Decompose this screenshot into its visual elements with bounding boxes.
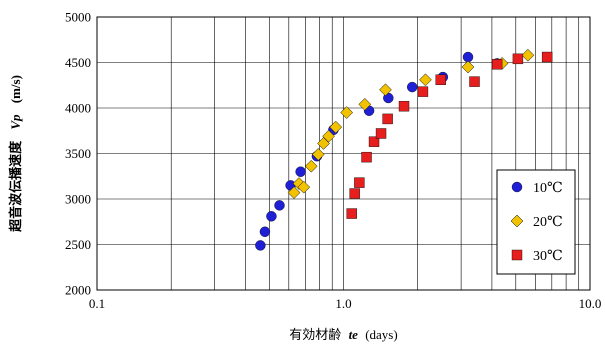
data-point [512,53,524,65]
data-point [382,113,393,125]
data-point [349,188,360,199]
legend-marker [510,214,524,228]
y-tick-label: 5000 [65,10,91,25]
data-points [255,48,553,251]
data-point [541,51,553,63]
data-point [297,180,311,194]
data-point [274,200,285,211]
data-point [259,226,271,237]
y-tick-label: 2500 [65,237,91,252]
legend-marker [511,181,523,193]
data-point [462,51,474,63]
series-2 [287,48,535,199]
series-1 [255,51,503,251]
legend: 10℃ 20℃ 30℃ [496,169,576,275]
x-tick-label: 0.1 [89,296,105,311]
legend-box [496,169,576,275]
x-tick-labels: 0.1 1.0 10.0 [89,296,602,311]
data-point [295,166,306,177]
data-point [375,128,387,139]
y-tick-label: 4000 [65,101,91,116]
x-axis-label-prefix: 有効材齢 [289,327,341,342]
data-point [361,151,372,163]
y-tick-label: 2000 [65,283,91,298]
y-tick-label: 3500 [65,146,91,161]
data-point [398,100,410,112]
data-point [419,73,432,87]
data-point [304,159,318,173]
data-point [354,177,365,188]
data-point [521,48,535,62]
data-point [340,106,354,119]
x-axis-label-unit: (days) [365,327,398,342]
series-3 [346,51,553,219]
y-axis-label: 超音波伝播速度 Vp (m/s) [8,75,23,232]
legend-label: 10℃ [533,181,563,196]
data-point [491,59,503,70]
x-axis-label: 有効材齢 te (days) [289,327,397,342]
data-point [461,60,475,74]
y-axis-label-var: Vp [8,114,23,130]
x-axis-label-var: te [349,327,359,342]
data-point [311,148,325,161]
data-point [358,98,372,111]
data-point [417,86,429,97]
data-point [368,136,380,147]
y-tick-label: 4500 [65,55,91,70]
data-point [346,208,357,219]
data-point [329,120,343,134]
data-point [287,186,301,199]
legend-label: 20℃ [533,215,563,230]
y-axis-label-unit: (m/s) [8,75,23,103]
y-tick-labels: 2000 2500 3000 3500 4000 4500 5000 [65,10,91,298]
data-point [379,83,392,97]
data-point [255,240,266,251]
data-point [469,76,480,87]
x-tick-label: 1.0 [335,296,351,311]
y-axis-label-prefix: 超音波伝播速度 [8,140,23,232]
legend-marker [511,249,523,261]
data-point [435,74,446,85]
y-tick-label: 3000 [65,192,91,207]
data-point [266,211,277,222]
data-point [407,81,418,93]
plot-frame [96,16,591,291]
x-tick-label: 10.0 [579,296,602,311]
legend-label: 30℃ [533,249,563,264]
data-point [322,129,335,143]
